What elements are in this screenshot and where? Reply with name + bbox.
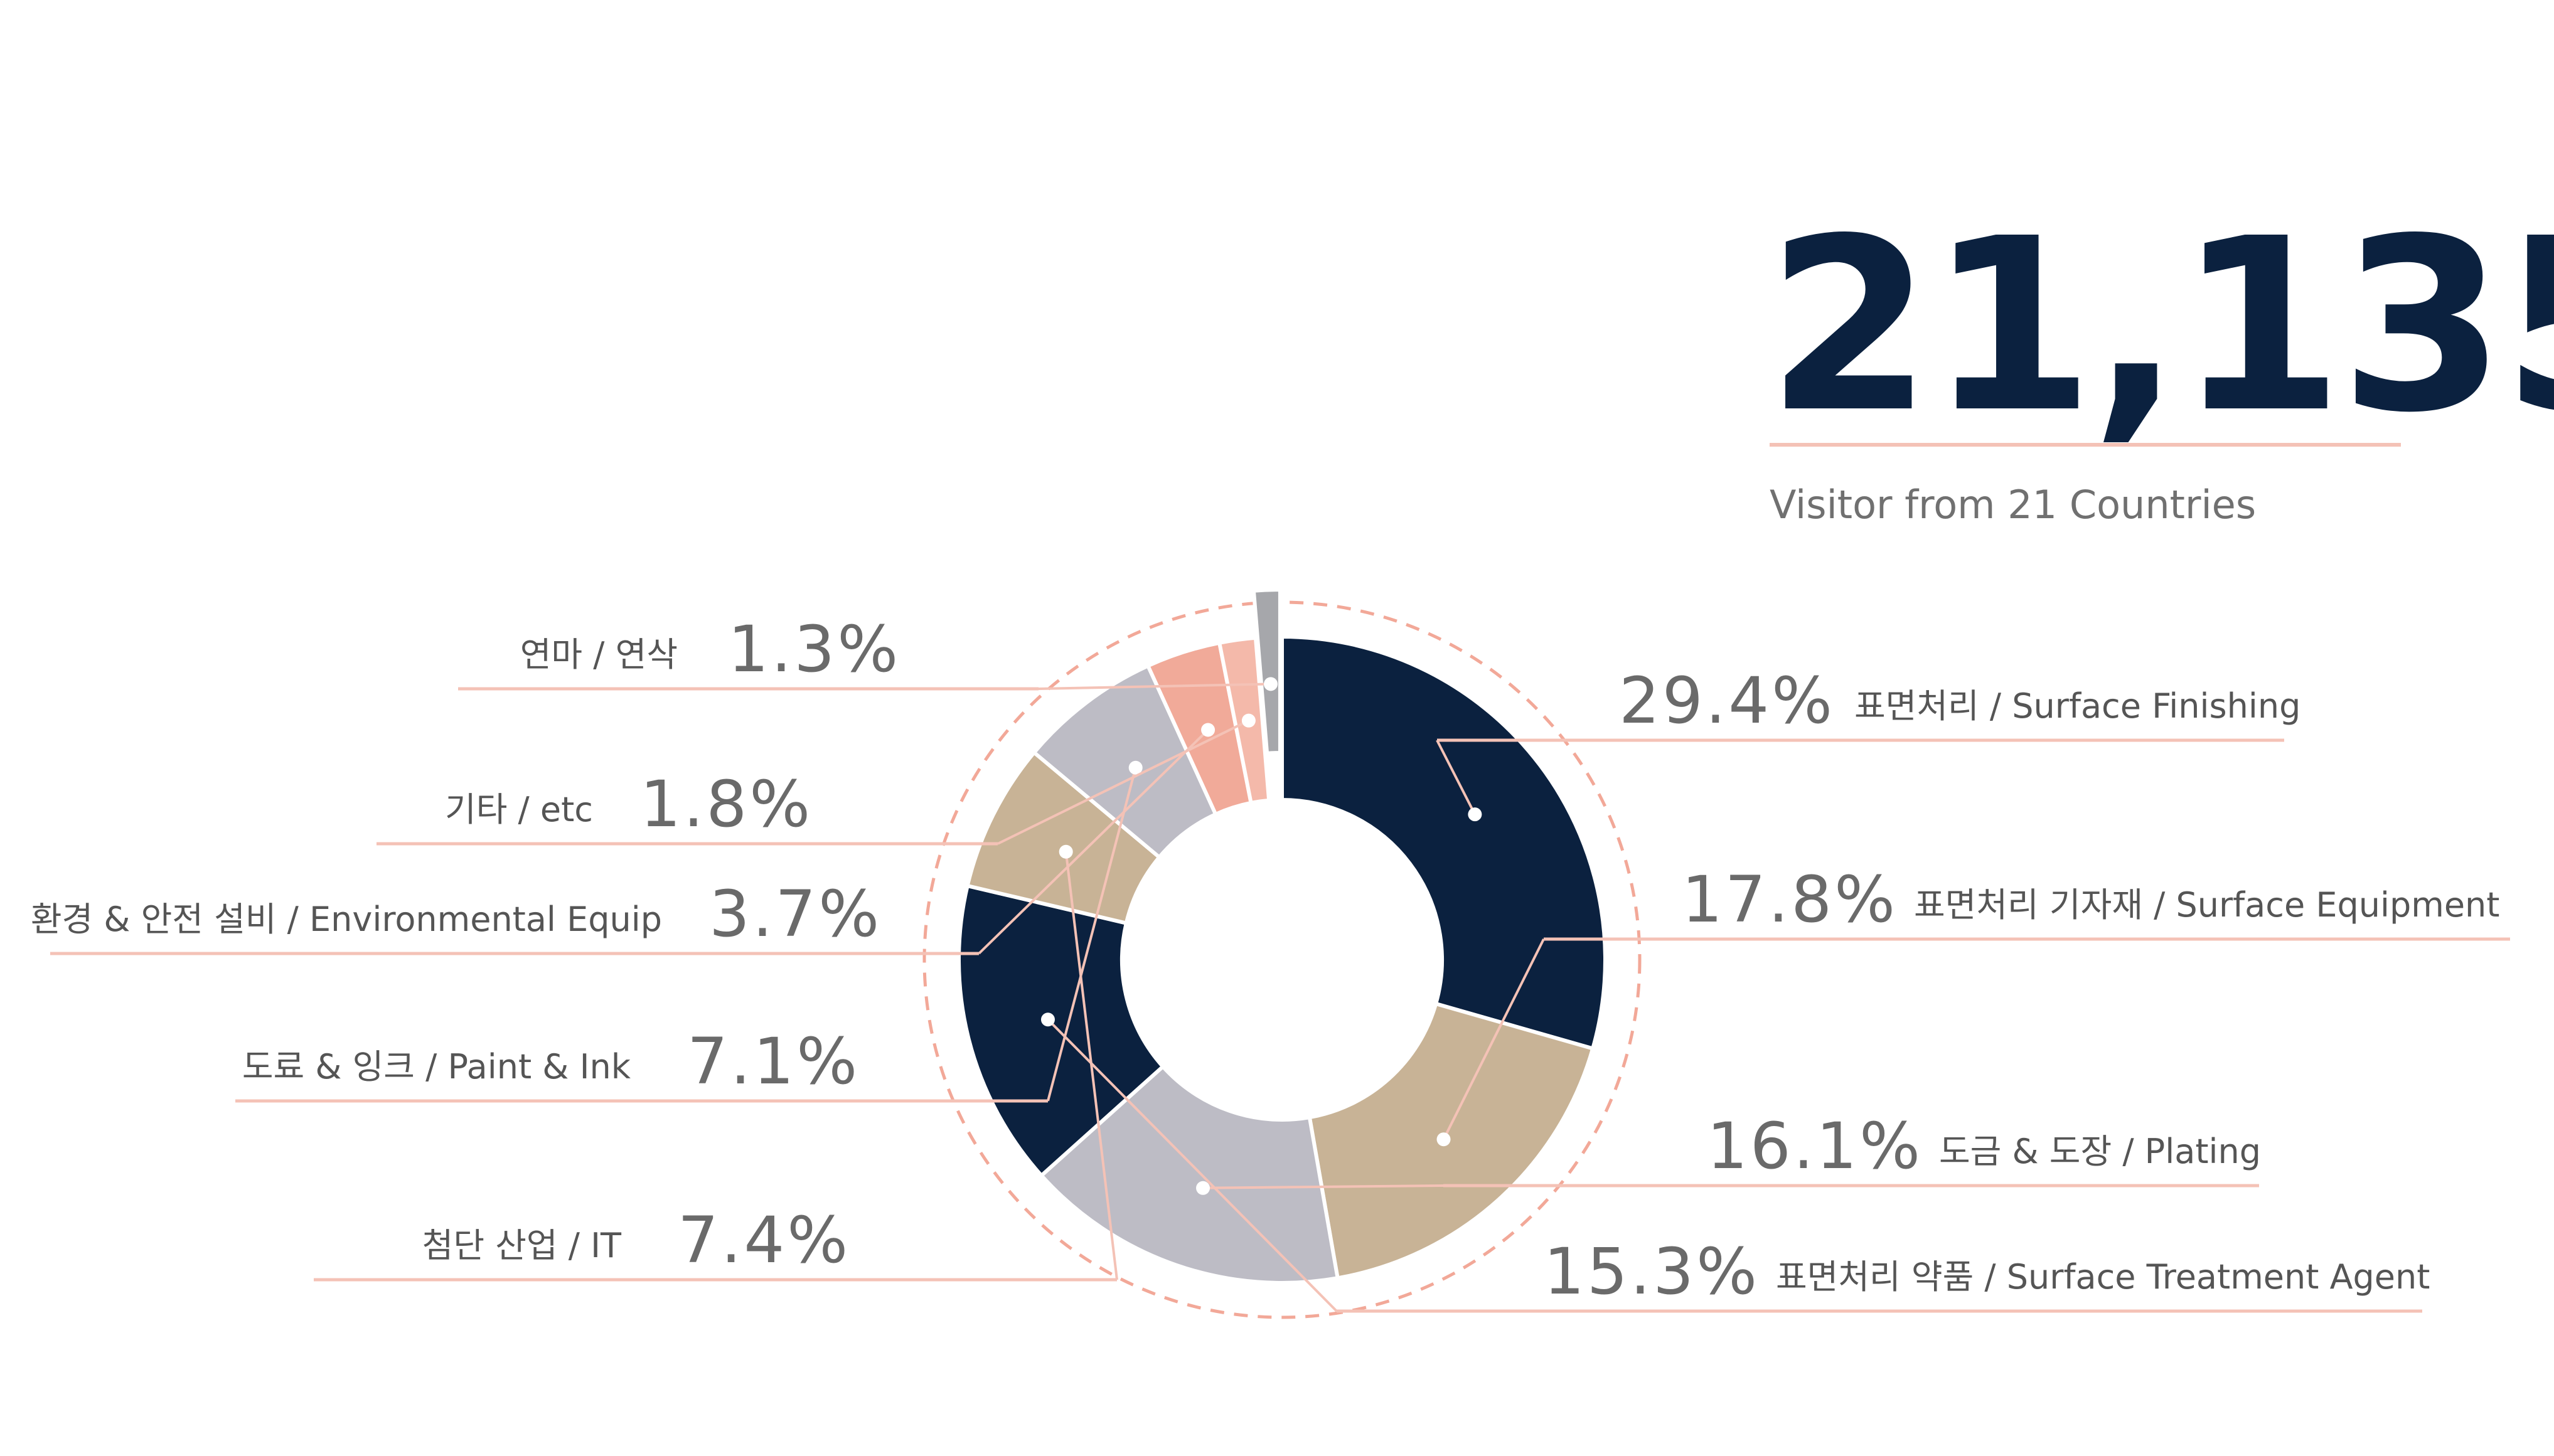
slice-category-label: 표면처리 기자재 / Surface Equipment	[1914, 885, 2499, 925]
slice-anchor-dot	[1201, 723, 1216, 737]
slice-percent-label: 3.7%	[709, 877, 882, 952]
slice-percent-label: 1.3%	[728, 612, 900, 687]
slice-percent-label: 29.4%	[1619, 664, 1835, 738]
slice-category-label: 환경 & 안전 설비 / Environmental Equip	[31, 900, 662, 939]
slice-anchor-dot	[1468, 807, 1482, 822]
slice-percent-label: 1.8%	[640, 767, 813, 842]
slice-anchor-dot	[1040, 1012, 1055, 1027]
slice-anchor-dot	[1128, 760, 1143, 775]
slice-category-label: 표면처리 / Surface Finishing	[1854, 686, 2300, 726]
leader-connector	[1038, 683, 1271, 690]
total-visitors: 21,135	[1766, 187, 2554, 465]
slice-category-label: 첨단 산업 / IT	[422, 1226, 622, 1265]
slice-anchor-dot	[1436, 1132, 1451, 1147]
leader-connector	[1047, 767, 1137, 1102]
slice-percent-label: 7.4%	[678, 1203, 850, 1278]
slice-anchor-dot	[1241, 713, 1256, 728]
slice-percent-label: 15.3%	[1544, 1235, 1760, 1309]
donut-slice	[1251, 588, 1282, 756]
slice-percent-label: 17.8%	[1682, 863, 1898, 937]
slice-percent-label: 16.1%	[1707, 1109, 1923, 1184]
leader-connector	[997, 719, 1249, 845]
leader-connector	[1442, 938, 1545, 1140]
leader-connector	[1203, 1184, 1444, 1189]
visitor-subtitle: Visitor from 21 Countries	[1770, 482, 2257, 528]
outer-dashed-ring	[922, 600, 1642, 1319]
leader-connector	[1064, 851, 1118, 1280]
donut-slice	[957, 883, 1166, 1179]
slice-category-label: 연마 / 연삭	[520, 635, 678, 674]
slice-category-label: 도금 & 도장 / Plating	[1939, 1132, 2261, 1171]
leader-connector	[1047, 1018, 1338, 1312]
slice-category-label: 도료 & 잉크 / Paint & Ink	[242, 1047, 631, 1087]
slice-category-label: 표면처리 약품 / Surface Treatment Agent	[1776, 1257, 2430, 1297]
slice-anchor-dot	[1264, 677, 1278, 691]
leader-connector	[1436, 740, 1477, 816]
donut-slice	[1280, 634, 1607, 1051]
slice-anchor-dot	[1059, 844, 1073, 859]
donut-slice	[1307, 1001, 1595, 1280]
donut-slice	[1039, 1064, 1340, 1285]
header-divider	[1770, 443, 2401, 447]
leader-connector	[978, 729, 1209, 955]
slice-category-label: 기타 / etc	[445, 790, 593, 829]
slice-percent-label: 7.1%	[687, 1024, 860, 1099]
slice-anchor-dot	[1196, 1181, 1210, 1195]
